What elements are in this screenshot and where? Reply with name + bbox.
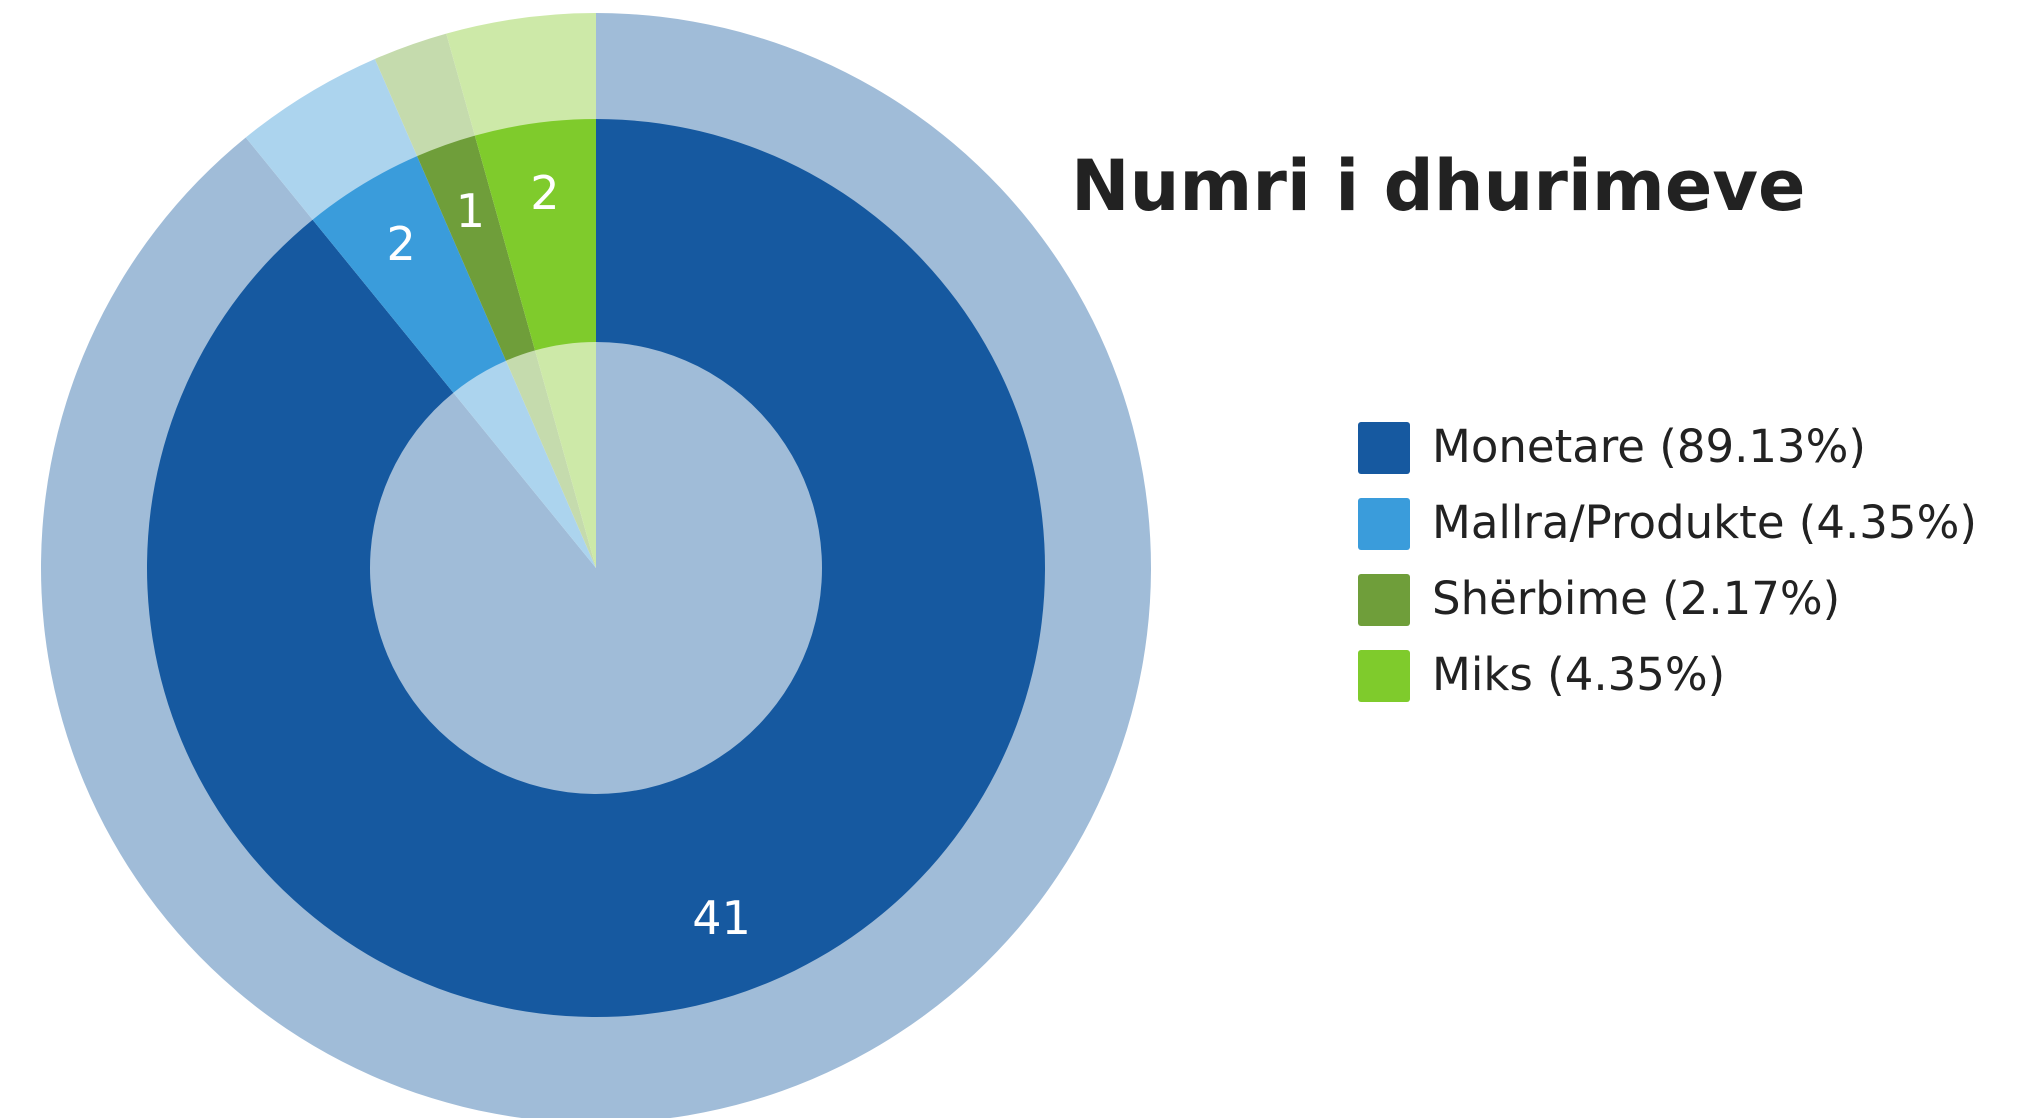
data-label: 1 bbox=[456, 184, 485, 238]
legend-swatch bbox=[1358, 650, 1410, 702]
legend-label: Shërbime (2.17%) bbox=[1432, 572, 1840, 625]
chart-title: Numri i dhurimeve bbox=[1071, 145, 1805, 227]
legend-swatch bbox=[1358, 498, 1410, 550]
legend-label: Mallra/Produkte (4.35%) bbox=[1432, 496, 1977, 549]
slice bbox=[474, 119, 596, 351]
legend-label: Monetare (89.13%) bbox=[1432, 420, 1866, 473]
data-label: 41 bbox=[692, 891, 751, 945]
legend-swatch bbox=[1358, 422, 1410, 474]
data-label: 2 bbox=[387, 217, 416, 271]
slice bbox=[417, 135, 536, 361]
data-label: 2 bbox=[530, 166, 559, 220]
slice bbox=[312, 156, 506, 393]
legend-swatch bbox=[1358, 574, 1410, 626]
legend-label: Miks (4.35%) bbox=[1432, 648, 1725, 701]
slice bbox=[146, 119, 1045, 1018]
